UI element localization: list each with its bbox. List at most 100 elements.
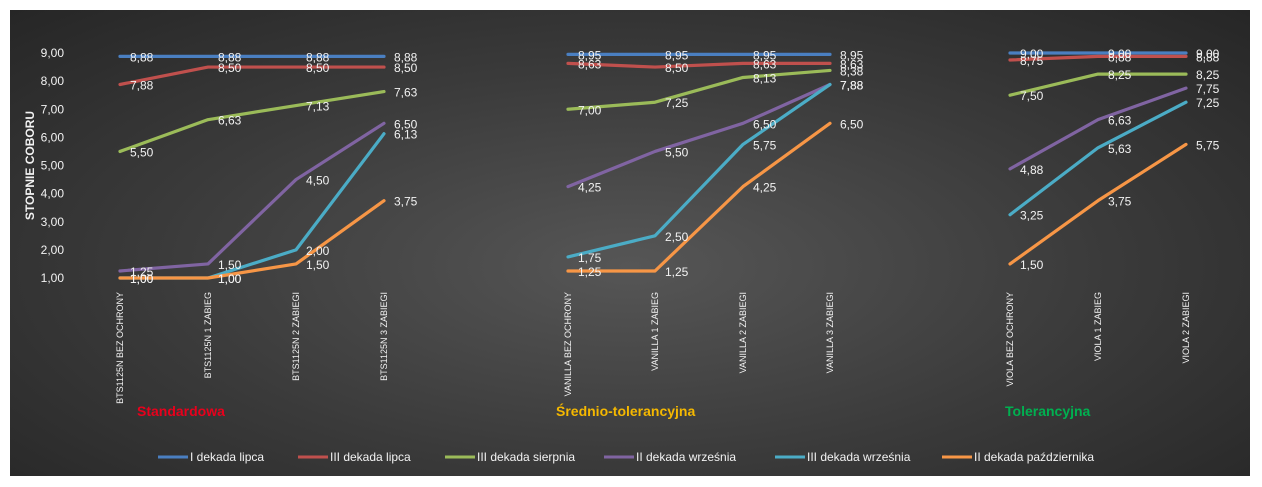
- data-label: 1,00: [130, 272, 154, 286]
- legend-label: III dekada sierpnia: [477, 450, 575, 464]
- data-label: 8,88: [1108, 50, 1132, 64]
- data-label: 1,75: [578, 251, 602, 265]
- data-label: 1,25: [130, 265, 154, 279]
- x-tick-label: VIOLA 2 ZABIEGI: [1181, 292, 1191, 364]
- data-label: 3,25: [1020, 209, 1044, 223]
- y-tick-label: 2,00: [41, 243, 65, 257]
- legend-label: II dekada października: [974, 450, 1094, 464]
- data-label: 1,50: [218, 258, 242, 272]
- data-label: 8,95: [665, 48, 689, 62]
- data-label: 1,25: [578, 265, 602, 279]
- data-label: 1,25: [665, 265, 689, 279]
- x-tick-label: VIOLA BEZ OCHRONY: [1005, 292, 1015, 387]
- data-label: 6,13: [394, 128, 418, 142]
- legend-label: II dekada września: [636, 450, 736, 464]
- y-tick-label: 9,00: [41, 46, 65, 60]
- data-label: 2,00: [306, 244, 330, 258]
- data-label: 7,63: [394, 86, 418, 100]
- data-label: 8,13: [753, 71, 777, 85]
- series-line: [566, 68, 832, 111]
- data-label: 8,88: [394, 50, 418, 64]
- data-label: 1,50: [1020, 258, 1044, 272]
- legend-label: I dekada lipca: [190, 450, 264, 464]
- data-label: 8,63: [578, 57, 602, 71]
- data-label: 6,63: [218, 114, 242, 128]
- data-label: 8,88: [1196, 50, 1220, 64]
- data-label: 7,25: [1196, 96, 1220, 110]
- series-line: [118, 89, 386, 154]
- x-tick-label: VANILLA 1 ZABIEG: [650, 292, 660, 371]
- x-tick-label: VANILLA 3 ZABIEGI: [825, 292, 835, 373]
- data-label: 6,50: [753, 117, 777, 131]
- data-label: 8,50: [306, 61, 330, 75]
- data-label: 9,00: [1196, 47, 1220, 61]
- group-label: Standardowa: [137, 403, 225, 419]
- series-line: [1008, 142, 1188, 266]
- data-label: 4,25: [578, 181, 602, 195]
- y-tick-label: 7,00: [41, 102, 65, 116]
- data-label: 7,13: [306, 100, 330, 114]
- y-tick-label: 1,00: [41, 271, 65, 285]
- chart-area: STOPNIE COBORU 1,00 2,00 3,00 4,00 5,00 6,00 7,…: [10, 10, 1250, 476]
- data-label: 8,63: [753, 57, 777, 71]
- series-line: [118, 65, 386, 87]
- legend-label: III dekada lipca: [330, 450, 411, 464]
- data-label: 1,50: [306, 258, 330, 272]
- data-label: 6,63: [1108, 114, 1132, 128]
- data-label: 7,25: [665, 96, 689, 110]
- series-line: [566, 61, 832, 69]
- data-label: 8,75: [1020, 54, 1044, 68]
- data-label: 8,88: [218, 50, 242, 64]
- data-label: 8,50: [665, 61, 689, 75]
- data-label: 8,95: [578, 48, 602, 62]
- series-line: [118, 199, 386, 280]
- data-label: 5,75: [753, 138, 777, 152]
- data-label: 8,50: [218, 61, 242, 75]
- data-label: 2,50: [665, 230, 689, 244]
- series-line: [1008, 54, 1188, 62]
- group-label: Tolerancyjna: [1005, 403, 1091, 419]
- data-label: 8,95: [840, 48, 864, 62]
- data-label: 4,25: [753, 181, 777, 195]
- data-label: 8,25: [1196, 68, 1220, 82]
- data-label: 5,50: [665, 145, 689, 159]
- x-tick-label: VIOLA 1 ZABIEG: [1093, 292, 1103, 361]
- series-line: [566, 121, 832, 273]
- data-label: 7,88: [840, 79, 864, 93]
- x-tick-label: BTS1125N 2 ZABIEGI: [291, 292, 301, 381]
- y-tick-label: 6,00: [41, 130, 65, 144]
- x-tick-label: BTS1125N BEZ OCHRONY: [115, 292, 125, 404]
- line-chart: STOPNIE COBORU 1,00 2,00 3,00 4,00 5,00 6,00 7,…: [23, 46, 1220, 464]
- data-label: 7,88: [130, 79, 154, 93]
- series-line: [118, 132, 386, 280]
- x-tick-label: VANILLA 2 ZABIEGI: [738, 292, 748, 373]
- data-label: 4,50: [306, 174, 330, 188]
- x-tick-label: BTS1125N 1 ZABIEG: [203, 292, 213, 378]
- data-label: 8,88: [306, 50, 330, 64]
- series-line: [1008, 100, 1188, 217]
- data-label: 9,00: [1108, 47, 1132, 61]
- group-label: Średnio-tolerancyjna: [556, 402, 695, 419]
- data-label: 9,00: [1020, 47, 1044, 61]
- data-label: 6,50: [394, 117, 418, 131]
- legend-label: III dekada września: [807, 450, 911, 464]
- data-label: 3,75: [1108, 195, 1132, 209]
- data-label: 1,00: [218, 272, 242, 286]
- data-label: 5,75: [1196, 138, 1220, 152]
- data-label: 8,25: [1108, 68, 1132, 82]
- y-tick-label: 4,00: [41, 187, 65, 201]
- series-line: [1008, 86, 1188, 171]
- data-label: 5,50: [130, 145, 154, 159]
- data-label: 7,50: [1020, 89, 1044, 103]
- y-tick-label: 8,00: [41, 74, 65, 88]
- data-label: 1,00: [218, 272, 242, 286]
- series-line: [1008, 72, 1188, 97]
- data-label: 7,00: [578, 103, 602, 117]
- y-tick-label: 3,00: [41, 215, 65, 229]
- series-line: [566, 82, 832, 259]
- data-label: 8,95: [753, 48, 777, 62]
- data-label: 1,00: [130, 272, 154, 286]
- y-tick-label: 5,00: [41, 159, 65, 173]
- data-label: 7,75: [1196, 82, 1220, 96]
- data-label: 8,88: [130, 50, 154, 64]
